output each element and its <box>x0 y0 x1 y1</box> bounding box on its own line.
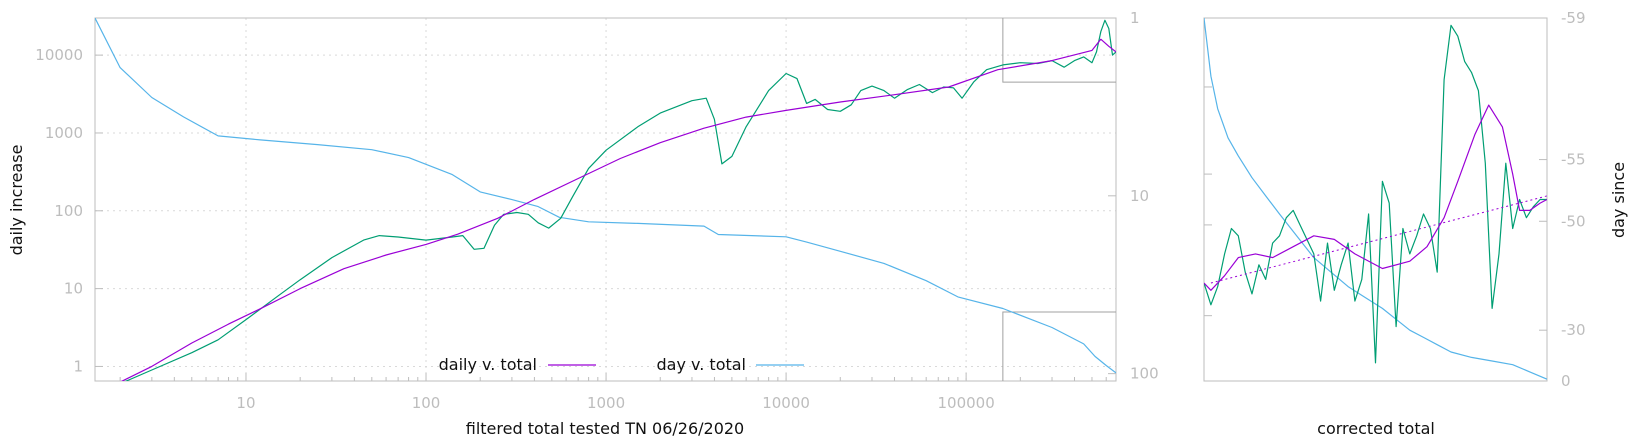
inset-series-line-daily <box>1204 104 1547 291</box>
series-line-day <box>95 18 1116 374</box>
main-plot-frame <box>94 17 1117 382</box>
main-plot-series <box>95 18 1116 381</box>
y-tick-label: 10000 <box>35 46 83 64</box>
legend-label-daily: daily v. total <box>439 355 537 374</box>
inset-y2-tick-label: -50 <box>1561 212 1586 230</box>
legend: daily v. total day v. total <box>439 355 804 374</box>
zoom-region-markers <box>1002 18 1116 381</box>
zoom-box-upper <box>1002 18 1116 83</box>
series-line-raw <box>124 19 1116 381</box>
inset-y2-tick-label: 0 <box>1561 372 1571 390</box>
inset-y2-axis-label: day since <box>1609 162 1628 238</box>
inset-plot-ticks: -59 -55 -50 -30 0 <box>1204 9 1586 390</box>
y-tick-label: 100 <box>54 202 83 220</box>
main-x-axis-label: filtered total tested TN 06/26/2020 <box>466 419 744 438</box>
y-tick-label: 1 <box>73 357 83 375</box>
inset-plot-series <box>1204 18 1547 380</box>
main-plot-ticks: 10 100 1000 10000 100000 1 10 100 1000 10000 1 10 10… <box>35 9 1158 412</box>
x-tick-label: 1000 <box>587 394 625 412</box>
zoom-box-lower <box>1002 311 1116 381</box>
inset-series-line-day <box>1204 18 1547 380</box>
main-y-axis-label: daily increase <box>7 145 26 256</box>
x-tick-label: 10 <box>236 394 255 412</box>
inset-y2-tick-label: -30 <box>1561 321 1586 339</box>
y-tick-label: 10 <box>64 280 83 298</box>
inset-plot-frame <box>1203 17 1548 382</box>
y2-tick-label: 1 <box>1130 9 1140 27</box>
y-tick-label: 1000 <box>45 124 83 142</box>
inset-y2-tick-label: -55 <box>1561 151 1586 169</box>
x-tick-label: 10000 <box>762 394 810 412</box>
inset-x-axis-label: corrected total <box>1317 419 1435 438</box>
legend-label-day: day v. total <box>657 355 747 374</box>
series-line-daily <box>120 38 1116 381</box>
x-tick-label: 100 <box>412 394 441 412</box>
x-tick-label: 100000 <box>937 394 994 412</box>
inset-y2-tick-label: -59 <box>1561 9 1586 27</box>
inset-series-line-raw <box>1204 24 1547 364</box>
y2-tick-label: 100 <box>1130 365 1159 383</box>
y2-tick-label: 10 <box>1130 187 1149 205</box>
main-plot-grid <box>95 18 1116 381</box>
